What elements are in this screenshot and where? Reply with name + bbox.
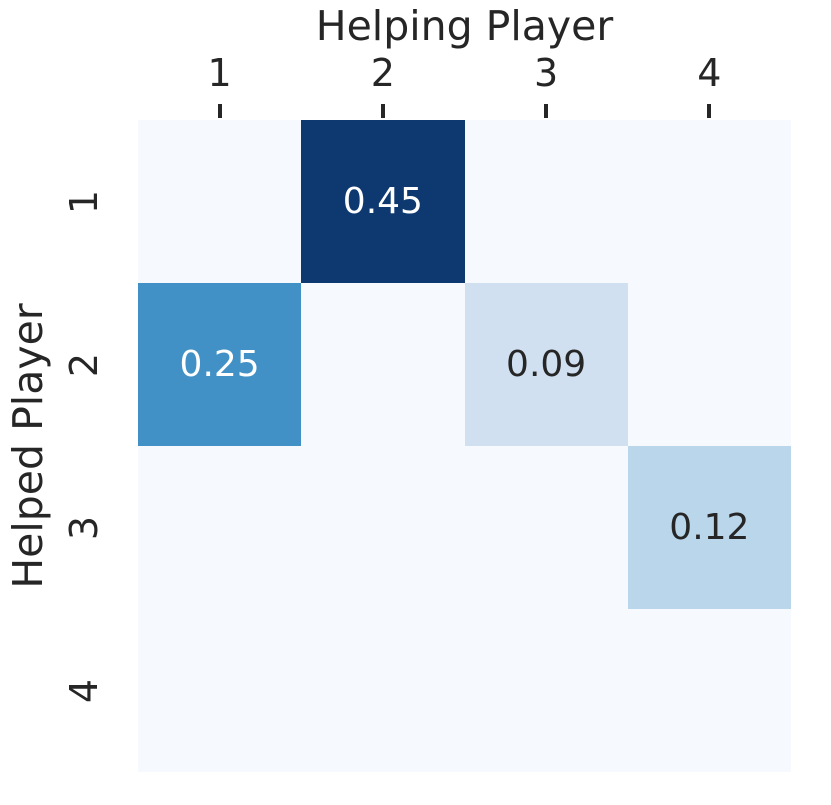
y-tick-label: 1 — [62, 189, 106, 214]
heatmap-cell — [464, 609, 628, 772]
x-tick-mark — [380, 104, 385, 118]
heatmap-cell — [301, 283, 465, 446]
x-tick-mark — [707, 104, 712, 118]
heatmap-cell — [627, 283, 791, 446]
y-axis-title: Helped Player — [4, 303, 52, 589]
heatmap-cell — [138, 446, 302, 609]
y-tick-label: 4 — [62, 678, 106, 703]
heatmap-cell: 0.12 — [627, 446, 791, 609]
heatmap-cell — [138, 609, 302, 772]
x-tick-mark — [217, 104, 222, 118]
heatmap-cell — [301, 609, 465, 772]
cell-value: 0.45 — [342, 181, 423, 222]
y-tick-label: 3 — [62, 515, 106, 540]
x-tick-label: 2 — [370, 51, 395, 95]
x-tick-label: 3 — [534, 51, 559, 95]
x-axis-title: Helping Player — [315, 2, 614, 50]
heatmap-cell — [301, 446, 465, 609]
cell-value: 0.09 — [506, 344, 587, 385]
cell-value: 0.12 — [669, 507, 750, 548]
heatmap-cell — [464, 120, 628, 283]
heatmap-cell: 0.25 — [138, 283, 302, 446]
heatmap-cell — [627, 609, 791, 772]
heatmap-cell: 0.09 — [464, 283, 628, 446]
x-tick-label: 1 — [207, 51, 232, 95]
heatmap-cell: 0.45 — [301, 120, 465, 283]
heatmap-cell — [627, 120, 791, 283]
cell-value: 0.25 — [179, 344, 260, 385]
x-tick-mark — [544, 104, 549, 118]
heatmap-cell — [138, 120, 302, 283]
y-tick-label: 2 — [62, 352, 106, 377]
x-tick-label: 4 — [697, 51, 722, 95]
heatmap-cell — [464, 446, 628, 609]
heatmap-grid: 0.45 0.25 0.09 0.12 — [138, 120, 791, 772]
